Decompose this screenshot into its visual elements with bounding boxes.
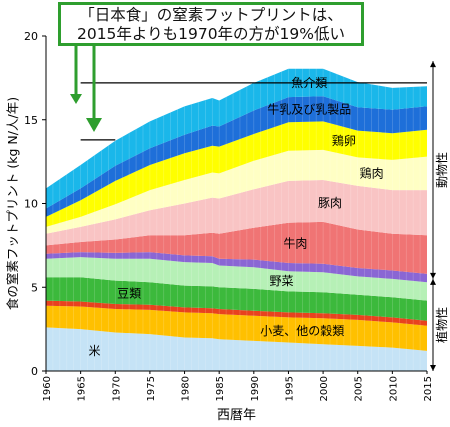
area-series-7 — [46, 180, 427, 246]
area-series-2 — [46, 300, 427, 326]
y-tick-label: 20 — [24, 30, 38, 43]
callout-pointer-head — [70, 94, 82, 104]
x-tick-label: 2015 — [423, 376, 434, 401]
x-tick-label: 1980 — [181, 376, 192, 401]
area-series-5 — [46, 252, 427, 283]
x-tick-label: 1970 — [111, 376, 122, 401]
bracket-arrow-up — [430, 278, 436, 285]
y-tick-label: 0 — [31, 365, 38, 378]
bracket-arrow-down — [430, 272, 436, 279]
x-tick-label: 1975 — [146, 376, 157, 401]
area-series-11 — [46, 68, 427, 209]
group-label: 植物性 — [434, 307, 449, 343]
series-label: 牛肉 — [283, 235, 307, 250]
area-series-9 — [46, 121, 427, 227]
callout-line-1: 「日本食」の窒素フットプリントは、 — [79, 6, 343, 24]
series-label: 豚肉 — [318, 196, 342, 210]
area-series-0 — [46, 327, 427, 371]
x-tick-label: 1995 — [284, 376, 295, 401]
axes: 0 5 10 15 20 1960 1965 1970 1975 1980 1985 1990 1995… — [5, 30, 434, 423]
series-label: 牛乳及び乳製品 — [267, 102, 351, 117]
series-label: 野菜 — [270, 274, 294, 288]
stacked-areas — [46, 61, 427, 371]
area-series-4 — [46, 257, 427, 301]
group-label: 動物性 — [435, 152, 449, 188]
area-series-8 — [46, 149, 427, 234]
area-series-6 — [46, 221, 427, 274]
x-tick-label: 2000 — [319, 376, 330, 401]
x-axis-title: 西暦年 — [217, 408, 256, 423]
area-series-1 — [46, 305, 427, 351]
area-series-10 — [46, 96, 427, 217]
x-tick-label: 1990 — [250, 376, 261, 401]
callout-box: 「日本食」の窒素フットプリントは、 2015年よりも1970年の方が19%低い — [58, 2, 364, 46]
x-tick-label: 2005 — [354, 376, 365, 401]
x-tick-label: 1965 — [77, 376, 88, 401]
x-tick-label: 2010 — [388, 376, 399, 401]
callout-arrow-head — [86, 118, 102, 132]
callout-line-2: 2015年よりも1970年の方が19%低い — [76, 25, 346, 43]
series-label: 鶏卵 — [332, 134, 356, 148]
series-label: 小麦、他の穀類 — [260, 324, 344, 338]
y-axis-title: 食の窒素フットプリント (kg N/人/年) — [5, 97, 20, 310]
y-tick-label: 5 — [31, 281, 38, 294]
bracket-arrow-down — [430, 365, 436, 371]
area-series-3 — [46, 277, 427, 321]
y-tick-label: 15 — [24, 114, 38, 127]
series-label: 鶏肉 — [360, 167, 384, 181]
x-tick-label: 1985 — [215, 376, 226, 401]
series-label: 米 — [88, 344, 100, 358]
x-tick-label: 1960 — [42, 376, 53, 401]
series-label: 豆類 — [117, 286, 141, 300]
y-tick-label: 10 — [24, 198, 38, 211]
bracket-arrow-up — [430, 61, 436, 68]
